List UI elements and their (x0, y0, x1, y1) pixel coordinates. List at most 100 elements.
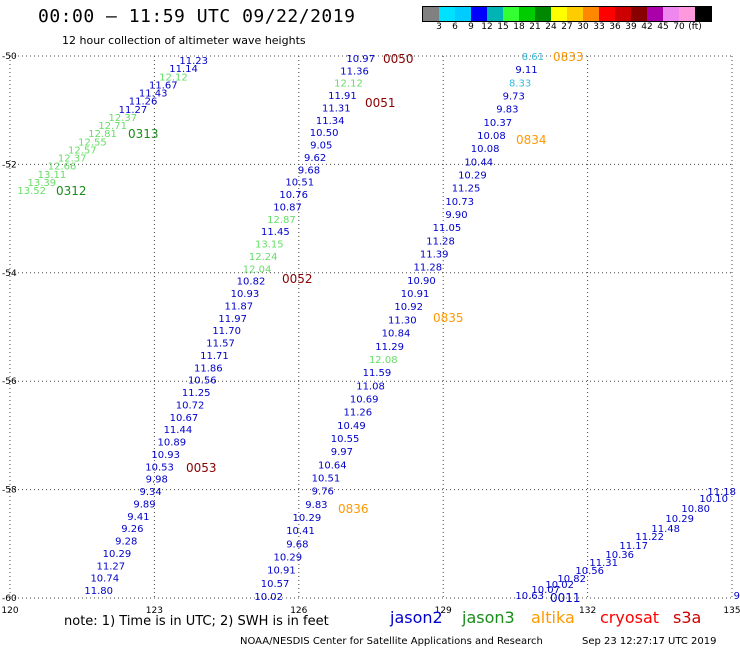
colorbar-swatch (471, 7, 487, 21)
colorbar-swatch (679, 7, 695, 21)
wave-height-label: 11.48 (651, 524, 680, 535)
wave-height-label: 10.64 (318, 460, 347, 471)
wave-height-label: 9.62 (304, 153, 326, 164)
wave-height-label: 10.29 (458, 171, 487, 182)
lon-tick-label: 135 (723, 606, 740, 616)
wave-height-label: 9.11 (515, 65, 537, 76)
wave-height-label: 9.68 (298, 165, 320, 176)
wave-height-label: 10.56 (575, 566, 604, 577)
colorbar-swatch (663, 7, 679, 21)
colorbar-tick: 36 (609, 22, 621, 32)
colorbar-swatch (535, 7, 551, 21)
wave-height-label: 10.02 (254, 592, 283, 603)
wave-height-label: 13.11 (38, 170, 67, 181)
wave-height-label: 10.97 (346, 54, 375, 65)
wave-height-label: 12.37 (108, 113, 137, 124)
wave-height-label: 10.92 (394, 302, 423, 313)
lon-tick-label: 126 (290, 606, 307, 616)
wave-height-label: 10.51 (312, 473, 341, 484)
wave-height-label: 11.14 (169, 64, 198, 75)
wave-height-label: 11.18 (707, 487, 736, 498)
wave-height-label: 11.26 (129, 97, 158, 108)
wave-height-label: 9.83 (305, 500, 327, 511)
wave-height-label: 11.25 (182, 388, 211, 399)
axis-labels: 120 123 126 129 132 135 -50 -52 -54 -56 -58 -60 (1, 52, 740, 616)
colorbar-tick: 39 (625, 22, 637, 32)
wave-height-label: 11.26 (343, 408, 372, 419)
wave-height-label: 10.69 (350, 394, 379, 405)
colorbar-tick: 12 (481, 22, 493, 32)
lat-tick-label: -52 (2, 160, 17, 170)
wave-height-label: 11.17 (619, 541, 648, 552)
map-title: 00:00 – 11:59 UTC 09/22/2019 (38, 6, 356, 27)
wave-height-label: 11.39 (420, 250, 449, 261)
wave-height-label: 10.37 (484, 118, 513, 129)
wave-height-label: 12.37 (58, 154, 87, 165)
wave-height-label: 9.05 (310, 141, 332, 152)
wave-height-label: 12.04 (243, 264, 272, 275)
wave-height-label: 11.59 (363, 368, 392, 379)
wave-height-label: 10.90 (407, 276, 436, 287)
colorbar-swatch (599, 7, 615, 21)
pass-label: 0011 (550, 591, 581, 605)
lat-tick-label: -50 (2, 52, 17, 62)
colorbar-tick: 6 (452, 22, 458, 32)
wave-height-label: 11.44 (164, 425, 193, 436)
wave-height-label: 12.24 (249, 252, 278, 263)
wave-height-label: 10.82 (557, 574, 586, 585)
wave-height-label: 10.29 (665, 514, 694, 525)
pass-label: 0833 (553, 50, 584, 64)
wave-height-label: 9 (734, 591, 740, 602)
wave-height-label: 12.87 (267, 215, 296, 226)
timestamp: Sep 23 12:27:17 UTC 2019 (582, 636, 717, 647)
wave-height-label: 12.12 (334, 79, 363, 90)
wave-height-label: 9.26 (121, 524, 143, 535)
wave-height-label: 10.80 (681, 504, 710, 515)
wave-height-label: 11.71 (200, 351, 229, 362)
lat-tick-label: -54 (2, 269, 17, 279)
wave-height-label: 10.41 (286, 526, 315, 537)
wave-height-label: 12.08 (369, 355, 398, 366)
wave-height-label: 11.87 (224, 301, 253, 312)
wave-height-label: 12.12 (159, 72, 188, 83)
wave-height-label: 9.34 (139, 487, 161, 498)
wave-height-label: 13.15 (255, 240, 284, 251)
wave-height-label: 10.91 (267, 566, 296, 577)
colorbar-tick: 18 (513, 22, 525, 32)
wave-height-label: 11.05 (433, 223, 462, 234)
wave-height-label: 11.27 (97, 561, 126, 572)
pass-label: 0053 (186, 461, 217, 475)
wave-height-label: 10.08 (477, 131, 506, 142)
wave-height-label: 10.91 (401, 289, 430, 300)
pass-label: 0313 (128, 127, 159, 141)
wave-height-label: 11.31 (322, 103, 351, 114)
wave-height-label: 10.02 (545, 580, 574, 591)
wave-height-label: 10.82 (237, 277, 266, 288)
wave-height-label: 10.76 (279, 190, 308, 201)
wave-height-label: 9.89 (133, 499, 155, 510)
wave-height-label: 9.73 (503, 92, 525, 103)
pass-label: 0312 (56, 184, 87, 198)
legend-altika: altika (531, 608, 575, 627)
wave-height-label: 11.91 (328, 91, 357, 102)
wave-height-label: 12.71 (98, 121, 127, 132)
wave-height-label: 11.34 (316, 116, 345, 127)
map-grid (9, 55, 733, 599)
colorbar-tick: 33 (593, 22, 605, 32)
wave-height-label: 11.43 (139, 89, 168, 100)
colorbar-tick: 70 (673, 22, 685, 32)
wave-height-label: 11.22 (635, 532, 664, 543)
wave-height-label: 10.44 (464, 157, 493, 168)
lon-tick-label: 123 (146, 606, 163, 616)
wave-height-label: 8.61 (522, 52, 544, 63)
wave-height-label: 11.23 (179, 56, 208, 67)
wave-height-label: 12.81 (88, 129, 117, 140)
wave-height-label: 11.45 (261, 227, 290, 238)
colorbar-swatch (503, 7, 519, 21)
wave-height-label: 9.41 (127, 512, 149, 523)
pass-label: 0836 (338, 502, 369, 516)
wave-height-label: 11.36 (340, 66, 369, 77)
lat-tick-label: -58 (2, 486, 17, 496)
wave-height-label: 10.53 (145, 462, 174, 473)
